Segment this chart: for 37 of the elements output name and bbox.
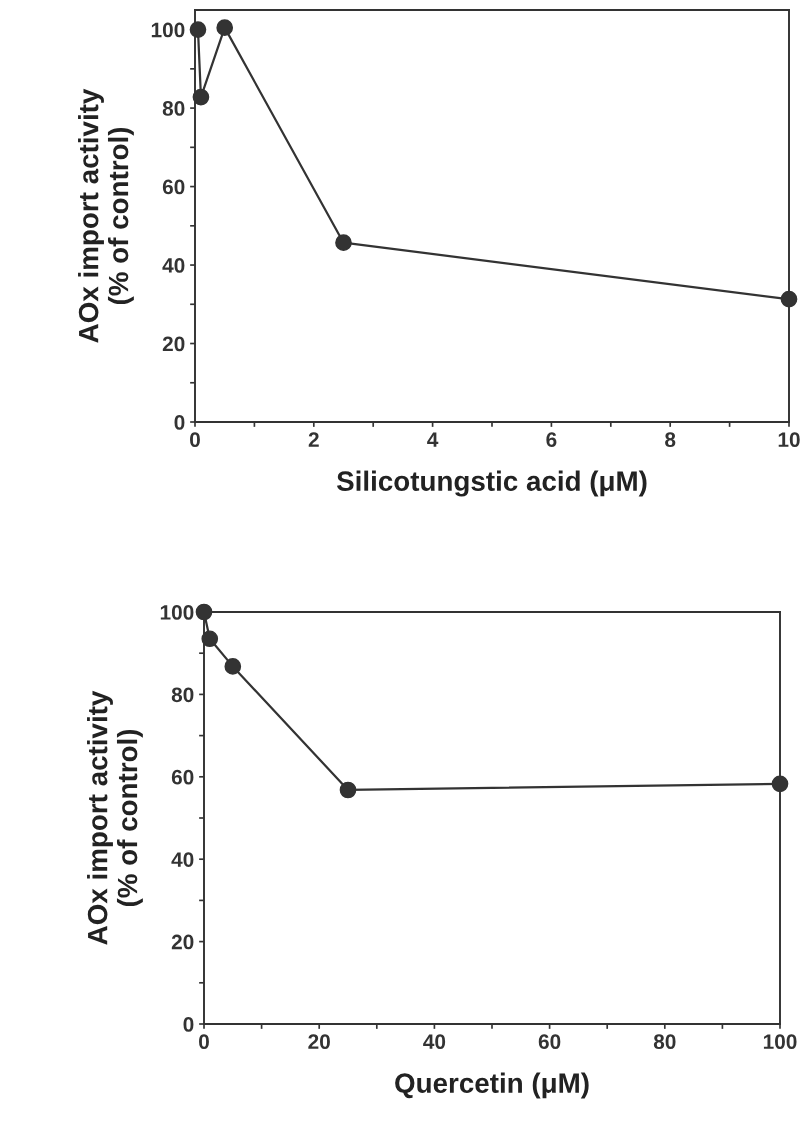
x-tick-label: 80	[653, 1034, 676, 1050]
x-tick-label: 2	[308, 432, 319, 447]
x-tick-label: 8	[665, 432, 676, 448]
point	[224, 658, 242, 675]
x-tick-label: 100	[763, 1034, 797, 1050]
y-tick-label: 40	[162, 258, 185, 273]
x-tick-label: 6	[546, 432, 557, 448]
point	[771, 775, 789, 793]
x-axis-title: Quercetin (μM)	[395, 1072, 589, 1099]
y-tick-label: 40	[171, 852, 194, 867]
y-axis-title: AOx import activity (% of control)	[87, 690, 143, 945]
y-tick-label: 100	[151, 22, 185, 38]
point	[339, 781, 357, 799]
point	[216, 19, 234, 36]
y-tick-label: 20	[162, 336, 185, 352]
x-tick-label: 60	[538, 1034, 561, 1050]
y-tick-label: 80	[162, 101, 185, 116]
x-axis-title: Silicotungstic acid (μM)	[336, 470, 647, 497]
y-tick-label: 100	[160, 605, 194, 620]
y-axis-title: AOx import activity (% of control)	[78, 88, 134, 343]
x-tick-label: 10	[778, 432, 800, 448]
point	[189, 21, 207, 38]
point	[335, 234, 352, 252]
y-tick-label: 0	[174, 415, 185, 430]
x-tick-label: 40	[423, 1034, 446, 1050]
y-tick-label: 0	[183, 1017, 194, 1032]
point	[192, 88, 210, 106]
point	[780, 290, 798, 308]
y-tick-label: 20	[171, 934, 194, 950]
point	[201, 630, 219, 648]
x-tick-label: 4	[427, 432, 439, 447]
point	[195, 603, 213, 621]
y-tick-label: 60	[162, 179, 185, 195]
x-tick-label: 20	[308, 1034, 330, 1050]
y-tick-label: 60	[171, 769, 194, 785]
x-tick-label: 0	[199, 1034, 209, 1050]
y-tick-label: 80	[171, 687, 194, 703]
